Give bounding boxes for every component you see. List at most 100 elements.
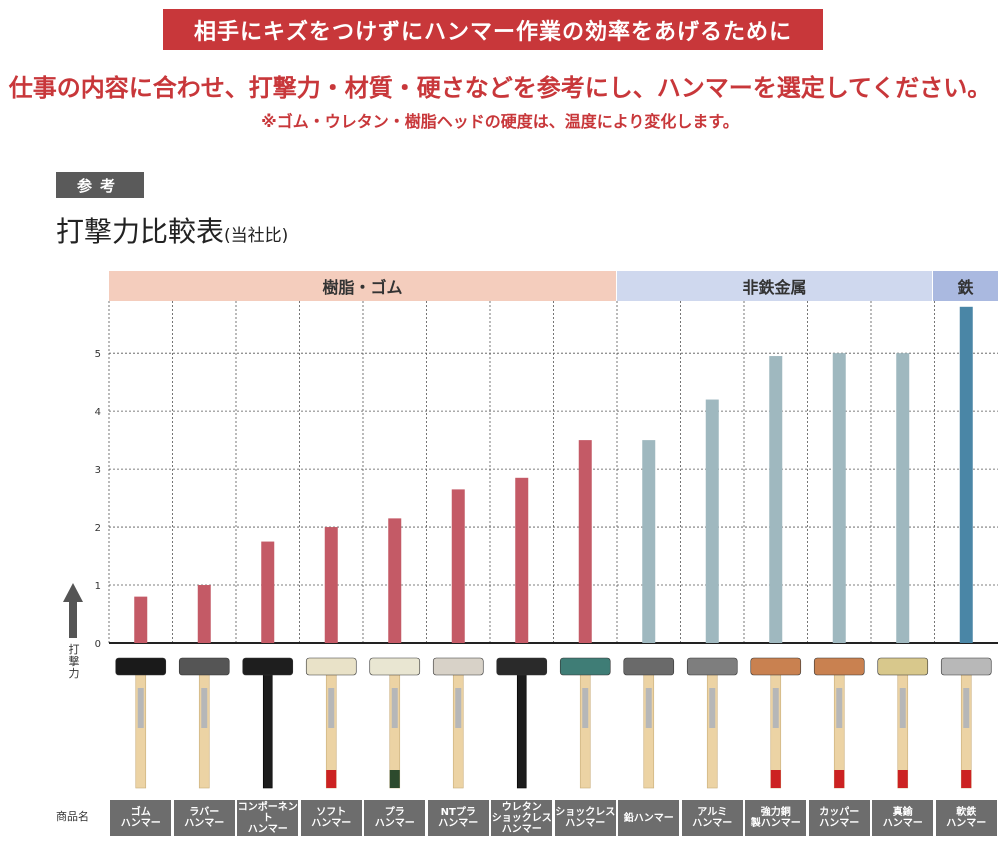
bar-10 <box>769 356 783 643</box>
bar-5 <box>451 489 465 643</box>
hammer-image-2 <box>242 657 294 789</box>
product-name-3: ソフト ハンマー <box>300 800 362 836</box>
hammer-head <box>940 657 992 676</box>
y-tick-label-1: 1 <box>95 581 101 592</box>
product-name-2: コンポーネント ハンマー <box>237 800 299 836</box>
hammer-image-1 <box>178 657 230 789</box>
hammer-head <box>115 657 167 676</box>
bar-3 <box>324 527 338 643</box>
y-tick-label-3: 3 <box>95 465 101 476</box>
hammer-image-9 <box>686 657 738 789</box>
arrow-head <box>63 583 83 602</box>
category-resin-rubber: 樹脂・ゴム <box>109 271 616 301</box>
hammer-image-0 <box>115 657 167 789</box>
hammer-image-7 <box>559 657 611 789</box>
hammer-grip <box>897 770 908 788</box>
chart-grid <box>108 301 998 644</box>
headline: 仕事の内容に合わせ、打撃力・材質・硬さなどを参考にし、ハンマーを選定してください… <box>8 74 992 102</box>
hammer-head <box>813 657 865 676</box>
hammer-label-sticker <box>645 688 652 728</box>
bar-0 <box>134 596 148 643</box>
product-name-8: 鉛ハンマー <box>618 800 680 836</box>
chart-title-main: 打撃力比較表 <box>56 215 225 248</box>
hammer-head <box>559 657 611 676</box>
hammer-label-sticker <box>391 688 398 728</box>
hammer-image-13 <box>940 657 992 789</box>
y-tick-label-4: 4 <box>95 407 101 418</box>
product-name-label: 商品名 <box>56 810 89 823</box>
hammer-label-sticker <box>455 688 462 728</box>
product-name-9: アルミ ハンマー <box>681 800 743 836</box>
bar-4 <box>388 518 402 643</box>
hammer-label-sticker <box>772 688 779 728</box>
hammer-image-10 <box>750 657 802 789</box>
product-name-5: NTプラ ハンマー <box>427 800 489 836</box>
hammer-label-sticker <box>899 688 906 728</box>
product-name-13: 軟鉄 ハンマー <box>935 800 997 836</box>
hammer-label-sticker <box>201 688 208 728</box>
category-nonferrous-metal: 非鉄金属 <box>617 271 932 301</box>
bar-9 <box>705 399 719 643</box>
hammer-head <box>877 657 929 676</box>
hammer-grip <box>770 770 781 788</box>
y-axis-ticks: 0 1 2 3 4 5 <box>95 349 101 650</box>
hammer-image-5 <box>432 657 484 789</box>
hammer-label-sticker <box>963 688 970 728</box>
product-name-1: ラバー ハンマー <box>173 800 235 836</box>
hammer-grip <box>326 770 337 788</box>
product-name-12: 真鍮 ハンマー <box>872 800 934 836</box>
product-name-4: プラ ハンマー <box>364 800 426 836</box>
y-tick-label-0: 0 <box>95 639 101 650</box>
reference-badge: 参考 <box>56 172 144 198</box>
bar-11 <box>832 353 846 643</box>
hammer-image-8 <box>623 657 675 789</box>
category-iron: 鉄 <box>933 271 998 301</box>
hammer-image-4 <box>369 657 421 789</box>
bar-2 <box>261 541 275 643</box>
hammer-head <box>750 657 802 676</box>
hammer-head <box>432 657 484 676</box>
product-name-10: 強力銅 製ハンマー <box>745 800 807 836</box>
bar-1 <box>197 585 211 643</box>
product-name-7: ショックレス ハンマー <box>554 800 616 836</box>
hammer-image-3 <box>305 657 357 789</box>
hammer-head <box>496 657 548 676</box>
temperature-note: ※ゴム・ウレタン・樹脂ヘッドの硬度は、温度により変化します。 <box>261 112 739 131</box>
arrow-shaft <box>69 600 77 638</box>
bar-13 <box>959 306 973 643</box>
hammer-head <box>686 657 738 676</box>
hammer-images <box>115 657 992 789</box>
hammer-label-sticker <box>582 688 589 728</box>
hammer-label-sticker <box>836 688 843 728</box>
hammer-head <box>623 657 675 676</box>
hammer-image-6 <box>496 657 548 789</box>
hammer-grip <box>961 770 972 788</box>
hammer-label-sticker <box>709 688 716 728</box>
hammer-head <box>305 657 357 676</box>
hammer-label-sticker <box>137 688 144 728</box>
product-name-11: カッパー ハンマー <box>808 800 870 836</box>
bar-8 <box>642 440 656 643</box>
bar-6 <box>515 477 529 643</box>
chart-bars <box>134 306 973 643</box>
hammer-head <box>369 657 421 676</box>
bar-7 <box>578 440 592 643</box>
hammer-image-12 <box>877 657 929 789</box>
hammer-image-11 <box>813 657 865 789</box>
y-axis-label: 打撃力 <box>68 643 80 680</box>
product-name-6: ウレタン ショックレス ハンマー <box>491 800 553 836</box>
y-tick-label-2: 2 <box>95 523 101 534</box>
hammer-head <box>242 657 294 676</box>
y-axis-arrow <box>63 583 83 638</box>
hammer-grip <box>834 770 845 788</box>
chart-title-sub: (当社比) <box>224 226 289 246</box>
bar-12 <box>896 353 910 643</box>
hammer-label-sticker <box>328 688 335 728</box>
hammer-head <box>178 657 230 676</box>
hammer-grip <box>389 770 400 788</box>
y-tick-label-5: 5 <box>95 349 101 360</box>
chart-title: 打撃力比較表(当社比) <box>56 210 288 250</box>
top-banner: 相手にキズをつけずにハンマー作業の効率をあげるために <box>163 9 823 50</box>
product-name-0: ゴム ハンマー <box>110 800 172 836</box>
